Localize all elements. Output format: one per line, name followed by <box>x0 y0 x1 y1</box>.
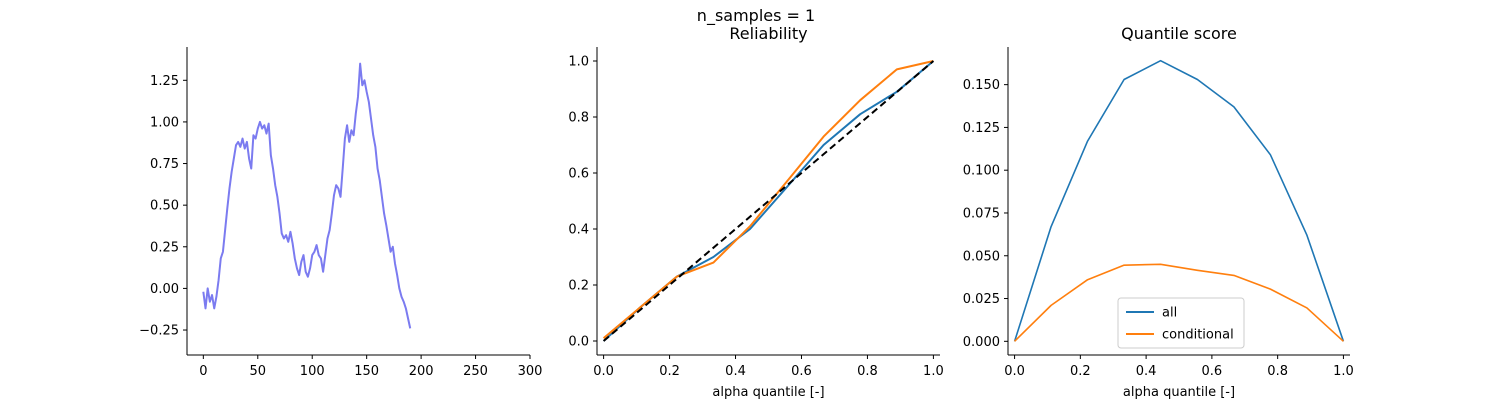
series-line-0 <box>202 62 412 329</box>
x-tick-label: 0.2 <box>659 364 680 379</box>
panel-title: Quantile score <box>1121 24 1237 43</box>
y-tick-label: 0.75 <box>150 157 179 172</box>
x-tick-label: 0.0 <box>1004 364 1025 379</box>
panel-reliability: 0.0 0.2 0.4 0.6 0.8 1.0 0.0 0.2 0.4 0.6 0.8 1.0 Reli… <box>568 24 943 400</box>
series-line-all <box>1013 59 1345 342</box>
legend-label: all <box>1162 306 1177 321</box>
y-tick-label: 0.150 <box>963 78 1000 93</box>
x-tick-label: 0.6 <box>791 364 812 379</box>
y-tick-label: 0.0 <box>568 335 589 350</box>
y-tick-label: 0.6 <box>568 167 589 182</box>
x-tick-label: 0.4 <box>1136 364 1157 379</box>
y-tick-label: 0.8 <box>568 111 589 126</box>
x-tick-label: 300 <box>518 364 543 379</box>
legend: all conditional <box>1117 297 1245 349</box>
y-tick-label: 0.25 <box>150 240 179 255</box>
series-line-2 <box>602 60 935 342</box>
y-tick-label: 0.125 <box>963 121 1000 136</box>
series-line-conditional <box>1014 263 1344 342</box>
x-axis-label: alpha quantile [-] <box>1123 385 1235 400</box>
x-tick-label: 0.6 <box>1202 364 1223 379</box>
x-tick-label: 0.4 <box>725 364 746 379</box>
x-tick-label: 0.0 <box>593 364 614 379</box>
y-tick-label: 0.075 <box>963 206 1000 221</box>
y-tick-label: 1.0 <box>568 55 589 70</box>
x-tick-label: 150 <box>354 364 379 379</box>
y-tick-label: 0.50 <box>150 199 179 214</box>
panel-title: Reliability <box>729 24 807 43</box>
y-tick-label: −0.25 <box>139 324 179 339</box>
x-tick-label: 0.2 <box>1070 364 1091 379</box>
y-tick-label: 0.00 <box>150 282 179 297</box>
y-tick-label: 0.050 <box>963 249 1000 264</box>
x-axis-label: alpha quantile [-] <box>712 385 824 400</box>
legend-frame <box>1117 297 1245 349</box>
x-tick-label: 0.8 <box>1267 364 1288 379</box>
y-tick-label: 0.000 <box>963 335 1000 350</box>
y-tick-label: 1.00 <box>150 115 179 130</box>
x-tick-label: 50 <box>250 364 267 379</box>
x-tick-label: 100 <box>300 364 325 379</box>
panel-quantile-score: 0.0 0.2 0.4 0.6 0.8 1.0 0.000 0.025 0.050 0.075 0.… <box>963 24 1354 400</box>
figure-suptitle: n_samples = 1 <box>697 6 815 26</box>
y-tick-label: 0.2 <box>568 279 589 294</box>
y-tick-label: 0.100 <box>963 164 1000 179</box>
legend-label: conditional <box>1162 328 1234 343</box>
x-tick-label: 0.8 <box>857 364 878 379</box>
x-tick-label: 1.0 <box>923 364 944 379</box>
y-tick-label: 0.025 <box>963 292 1000 307</box>
x-tick-label: 1.0 <box>1333 364 1354 379</box>
x-tick-label: 250 <box>463 364 488 379</box>
panel-timeseries: 0 50 100 150 200 250 300 −0.25 0.00 0.25 0.50 0.75 1… <box>139 47 542 379</box>
x-tick-label: 0 <box>199 364 207 379</box>
x-tick-label: 200 <box>409 364 434 379</box>
y-tick-label: 0.4 <box>568 223 589 238</box>
series-line-1 <box>602 60 934 339</box>
y-tick-label: 1.25 <box>150 74 179 89</box>
